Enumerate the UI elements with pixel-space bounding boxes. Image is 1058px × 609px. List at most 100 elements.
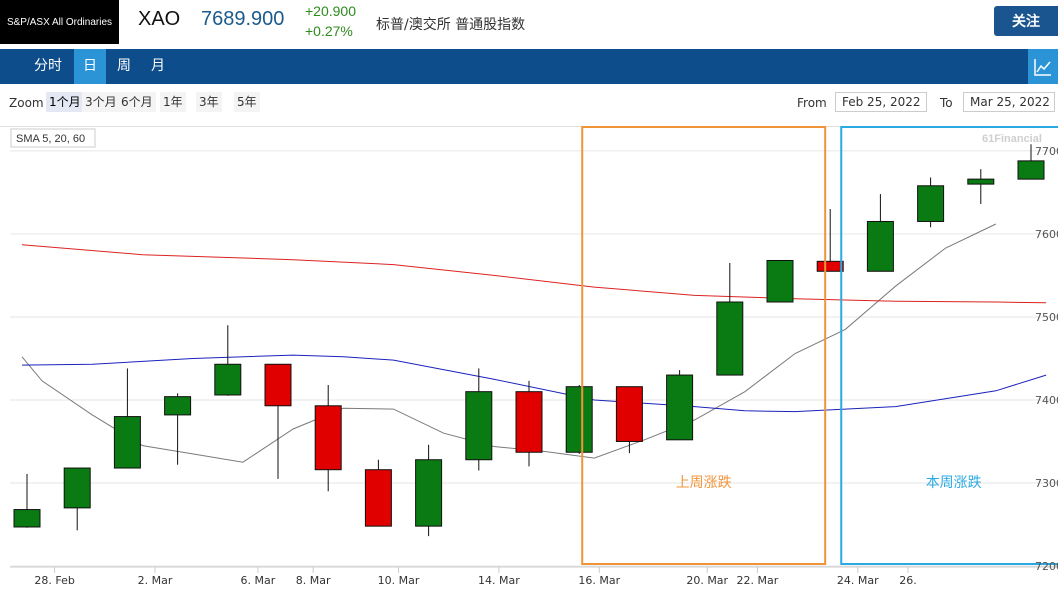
sma-line bbox=[21, 354, 1047, 413]
tab-intraday[interactable]: 分时 bbox=[34, 58, 62, 74]
candle-body bbox=[13, 509, 41, 528]
candle-body bbox=[716, 301, 744, 376]
zoom-3-months[interactable]: 3个月 bbox=[82, 92, 120, 112]
x-tick-label: 26. bbox=[899, 574, 917, 587]
chart-type-button[interactable] bbox=[1028, 49, 1058, 84]
candle-body bbox=[415, 459, 443, 527]
candle-body bbox=[113, 416, 141, 469]
candle bbox=[615, 386, 643, 454]
candle-body bbox=[615, 386, 643, 442]
sma-lines bbox=[21, 223, 1047, 463]
candle bbox=[264, 363, 292, 479]
from-label: From bbox=[797, 96, 827, 110]
candle-body bbox=[917, 185, 945, 222]
y-tick-label: 7200 bbox=[1035, 560, 1058, 573]
y-axis: 7200 7300 7400 7500 7600 7700 bbox=[1035, 145, 1058, 573]
candle-body bbox=[314, 405, 342, 471]
x-tick-label: 2. Mar bbox=[138, 574, 173, 587]
watermark: 61Financial bbox=[982, 133, 1042, 145]
candle bbox=[866, 194, 894, 272]
follow-button[interactable]: 关注 bbox=[994, 6, 1058, 36]
candle-body bbox=[164, 396, 192, 416]
candle-body bbox=[766, 259, 794, 303]
candle bbox=[515, 380, 543, 467]
symbol-label: XAO bbox=[138, 8, 181, 30]
x-tick-label: 8. Mar bbox=[296, 574, 331, 587]
candle bbox=[1017, 144, 1045, 180]
sma-line bbox=[21, 244, 1047, 304]
period-tab-bar: 分时 日 周 月 bbox=[0, 49, 1058, 84]
x-tick-label: 20. Mar bbox=[686, 574, 728, 587]
zoom-5-years[interactable]: 5年 bbox=[234, 92, 260, 112]
zoom-3-years[interactable]: 3年 bbox=[196, 92, 222, 112]
y-tick-label: 7500 bbox=[1035, 311, 1058, 324]
annotation-box bbox=[581, 126, 827, 565]
candle-body bbox=[63, 467, 91, 509]
x-tick-label: 22. Mar bbox=[737, 574, 779, 587]
y-tick-label: 7700 bbox=[1035, 145, 1058, 158]
candle bbox=[917, 177, 945, 228]
annotation-label: 上周涨跌 bbox=[676, 475, 732, 491]
candles bbox=[13, 144, 1045, 537]
price-change-percent: +0.27% bbox=[305, 23, 353, 39]
tab-weekly[interactable]: 周 bbox=[117, 58, 131, 74]
candle-body bbox=[565, 386, 593, 453]
x-tick-label: 10. Mar bbox=[378, 574, 420, 587]
zoom-1-year[interactable]: 1年 bbox=[160, 92, 186, 112]
zoom-6-months[interactable]: 6个月 bbox=[118, 92, 156, 112]
candle-body bbox=[264, 363, 292, 407]
candle bbox=[164, 393, 192, 465]
zoom-1-month[interactable]: 1个月 bbox=[46, 92, 84, 112]
annotation-box bbox=[840, 126, 1058, 565]
tab-monthly[interactable]: 月 bbox=[151, 58, 165, 74]
candle bbox=[565, 385, 593, 454]
grid-lines bbox=[0, 126, 1058, 568]
range-toolbar: Zoom 1个月 3个月 6个月 1年 3年 5年 From To bbox=[0, 88, 1058, 118]
candle-body bbox=[666, 374, 694, 441]
candle-body bbox=[967, 178, 995, 185]
candle bbox=[716, 262, 744, 376]
candle bbox=[113, 368, 141, 469]
candle bbox=[13, 473, 41, 528]
candle bbox=[766, 259, 794, 303]
candle bbox=[465, 368, 493, 471]
candle bbox=[314, 385, 342, 492]
annotations: 上周涨跌 本周涨跌 bbox=[581, 126, 1058, 565]
y-tick-label: 7400 bbox=[1035, 394, 1058, 407]
candle bbox=[967, 169, 995, 205]
sma-legend-label: SMA 5, 20, 60 bbox=[16, 133, 85, 145]
annotation-label: 本周涨跌 bbox=[926, 475, 982, 491]
tab-daily[interactable]: 日 bbox=[74, 49, 106, 84]
last-price: 7689.900 bbox=[201, 8, 285, 30]
x-axis: 28. Feb 2. Mar 6. Mar 8. Mar 10. Mar 14. Mar 1… bbox=[34, 567, 917, 587]
candle bbox=[816, 209, 844, 272]
sma-legend-box bbox=[10, 128, 96, 148]
candle-body bbox=[816, 260, 844, 272]
y-tick-label: 7600 bbox=[1035, 228, 1058, 241]
candle-body bbox=[866, 220, 894, 272]
x-tick-label: 28. Feb bbox=[34, 574, 74, 587]
candle bbox=[415, 444, 443, 537]
price-change: +20.900 bbox=[305, 3, 356, 19]
from-date-input[interactable] bbox=[835, 92, 927, 112]
quote-header: S&P/ASX All Ordinaries XAO 7689.900 +20.… bbox=[0, 0, 1058, 46]
x-tick-label: 6. Mar bbox=[241, 574, 276, 587]
sma-line bbox=[21, 223, 997, 463]
candle bbox=[214, 325, 242, 396]
index-badge: S&P/ASX All Ordinaries bbox=[0, 0, 119, 44]
x-tick-label: 16. Mar bbox=[578, 574, 620, 587]
y-tick-label: 7300 bbox=[1035, 477, 1058, 490]
candle-body bbox=[364, 469, 392, 527]
index-full-name: 标普/澳交所 普通股指数 bbox=[376, 17, 526, 33]
candle bbox=[666, 370, 694, 441]
candle bbox=[364, 459, 392, 527]
zoom-label: Zoom bbox=[9, 96, 44, 110]
x-tick-label: 14. Mar bbox=[478, 574, 520, 587]
candle bbox=[63, 467, 91, 531]
candle-body bbox=[465, 391, 493, 461]
x-tick-label: 24. Mar bbox=[837, 574, 879, 587]
candle-body bbox=[515, 391, 543, 453]
candle-body bbox=[214, 363, 242, 396]
to-date-input[interactable] bbox=[963, 92, 1055, 112]
